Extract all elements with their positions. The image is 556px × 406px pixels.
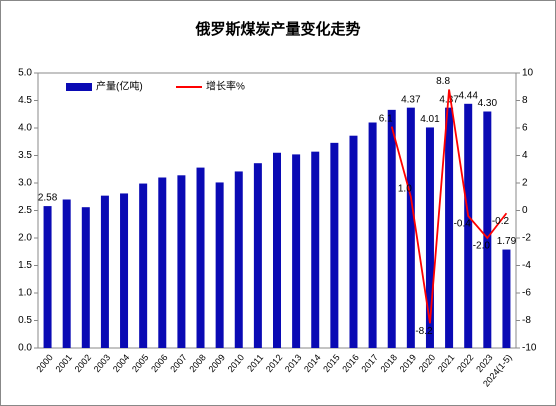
- value-label: -8.2: [415, 326, 433, 337]
- value-label: 4.44: [458, 90, 478, 101]
- y2-tick-label: 8: [522, 95, 528, 106]
- legend-swatch: [66, 83, 92, 91]
- bar: [177, 175, 186, 348]
- y-tick-label: 0.0: [18, 343, 32, 354]
- bar: [387, 109, 396, 348]
- y-tick-label: 2.5: [18, 205, 32, 216]
- y-tick-label: 4.0: [18, 123, 32, 134]
- bar: [139, 183, 148, 348]
- y2-tick-label: 10: [522, 68, 534, 79]
- bar: [234, 171, 243, 348]
- bar: [62, 199, 71, 348]
- y-tick-label: 1.5: [18, 260, 32, 271]
- y-tick-label: 3.5: [18, 150, 32, 161]
- y2-tick-label: 0: [522, 205, 528, 216]
- bar: [81, 207, 90, 348]
- chart-title: 俄罗斯煤炭产量变化走势: [194, 20, 360, 38]
- value-label: 2.58: [38, 193, 58, 204]
- bar: [273, 152, 281, 348]
- bar: [349, 135, 358, 348]
- bar: [483, 111, 492, 348]
- value-label: 4.01: [420, 114, 440, 125]
- y2-tick-label: 4: [522, 150, 528, 161]
- bar: [445, 107, 454, 349]
- value-label: -0.2: [492, 216, 510, 227]
- value-label: 4.37: [401, 94, 421, 105]
- bar: [425, 127, 434, 348]
- value-label: 1.0: [398, 183, 412, 194]
- bar: [253, 163, 262, 348]
- bar: [196, 167, 205, 348]
- legend-label: 增长率%: [206, 80, 245, 93]
- y2-tick-label: 2: [522, 178, 528, 189]
- value-label: -2.0: [473, 241, 491, 252]
- bar: [100, 195, 109, 348]
- bar: [120, 193, 129, 348]
- value-label: 8.8: [436, 76, 450, 87]
- y2-tick-label: -8: [522, 315, 531, 326]
- legend-label: 产量(亿吨): [96, 80, 143, 93]
- y-tick-label: 0.5: [18, 315, 32, 326]
- value-label: -0.4: [454, 219, 472, 230]
- bar: [158, 177, 167, 348]
- line: [390, 89, 508, 324]
- bar: [215, 182, 224, 348]
- y2-tick-label: -10: [522, 343, 537, 354]
- y-tick-label: 4.5: [18, 95, 32, 106]
- bar: [464, 103, 473, 348]
- bar: [292, 154, 301, 348]
- bar: [368, 122, 377, 348]
- bar: [43, 206, 52, 348]
- bar: [330, 142, 339, 348]
- y-tick-label: 1.0: [18, 288, 32, 299]
- bar: [406, 107, 415, 349]
- value-label: 1.79: [497, 236, 517, 247]
- y-tick-label: 5.0: [18, 68, 32, 79]
- value-label: 4.37: [439, 94, 459, 105]
- bar: [502, 249, 511, 348]
- y-tick-label: 3.0: [18, 178, 32, 189]
- y2-tick-label: -2: [522, 233, 531, 244]
- bar: [311, 151, 320, 348]
- y-tick-label: 2.0: [18, 233, 32, 244]
- y2-tick-label: -4: [522, 260, 531, 271]
- y2-tick-label: -6: [522, 288, 531, 299]
- value-label: 4.30: [478, 98, 498, 109]
- y2-tick-label: 6: [522, 123, 528, 134]
- value-label: 6.1: [379, 113, 393, 124]
